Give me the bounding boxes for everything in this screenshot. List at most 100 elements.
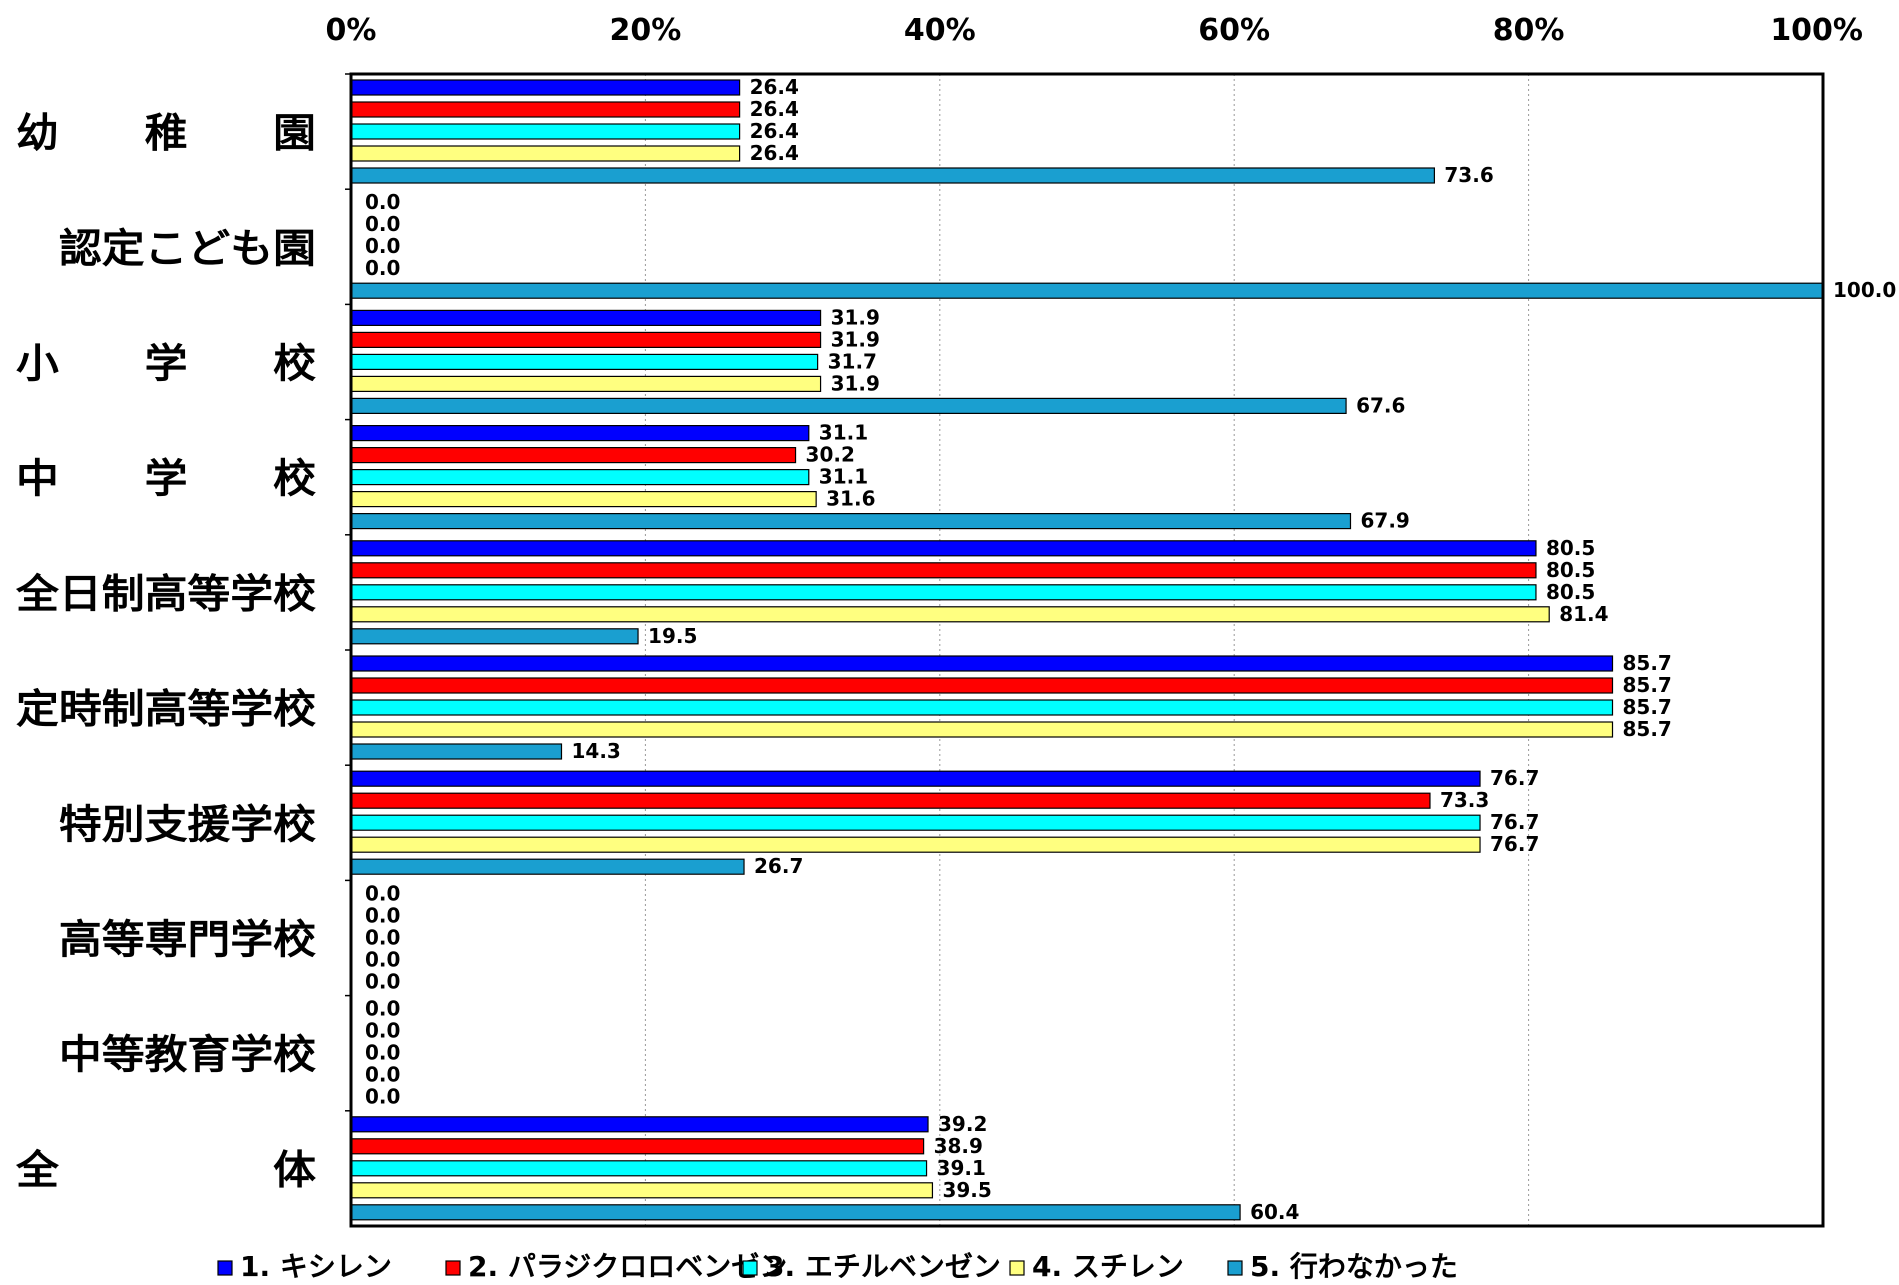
data-label: 85.7 [1623,717,1672,741]
data-label: 31.1 [819,465,868,489]
data-label: 80.5 [1546,558,1595,582]
data-label: 38.9 [934,1134,983,1158]
bar [350,309,822,326]
data-label: 80.5 [1546,536,1595,560]
bar [350,743,563,760]
data-label: 0.0 [365,969,400,993]
bars [350,79,1824,1221]
gridlines [644,74,1530,1226]
bar [350,721,1614,738]
data-label: 19.5 [648,624,697,648]
bar [350,562,1537,579]
category-label: 中等教育学校 [16,1032,316,1078]
category-label: 小 学 校 [16,341,316,387]
bar [350,1138,925,1155]
data-label: 26.4 [750,75,799,99]
bar [350,606,1550,623]
category-label: 高等専門学校 [16,917,316,963]
bar [350,628,639,645]
legend-entry: 3. エチルベンゼン [765,1250,1001,1281]
x-tick-label: 40% [904,13,976,48]
data-label: 100.0 [1833,278,1896,302]
data-label: 0.0 [365,256,400,280]
legend-entry: 5. 行わなかった [1250,1250,1458,1281]
data-label: 0.0 [365,881,400,905]
data-label: 26.7 [754,854,803,878]
data-label: 39.1 [937,1156,986,1180]
data-label: 73.3 [1440,788,1489,812]
bar [350,584,1537,601]
data-label: 39.5 [942,1178,991,1202]
bar [350,814,1481,831]
data-label: 0.0 [365,947,400,971]
data-label: 0.0 [365,903,400,927]
legend-entry: 4. スチレン [1032,1250,1184,1281]
bar [350,1160,928,1177]
bar [350,1204,1241,1221]
bar [350,512,1352,530]
data-label: 31.7 [828,349,877,373]
bar [350,858,745,875]
data-label: 85.7 [1623,651,1672,675]
data-label: 31.9 [831,327,880,351]
data-label: 31.6 [826,487,875,511]
data-label: 67.9 [1360,509,1409,533]
data-label: 81.4 [1559,602,1608,626]
bar [350,491,817,508]
data-label: 0.0 [365,997,400,1021]
data-label: 31.9 [831,371,880,395]
category-label: 全 体 [15,1147,316,1193]
data-label: 76.7 [1490,766,1539,790]
data-label: 26.4 [750,119,799,143]
bar [350,447,797,464]
data-label: 0.0 [365,1085,400,1109]
plot-frame [349,72,1825,1228]
bar [350,425,810,442]
data-label: 39.2 [938,1112,987,1136]
bar [350,331,822,348]
x-tick-label: 0% [326,13,377,48]
data-label: 31.9 [831,305,880,329]
category-label: 認定こども園 [16,226,316,272]
data-label: 73.6 [1444,163,1493,187]
data-label: 0.0 [365,212,400,236]
data-label: 0.0 [365,190,400,214]
x-tick-label: 20% [609,13,681,48]
bar [350,282,1824,299]
x-tick-label: 60% [1198,13,1270,48]
bar [350,540,1537,557]
category-label: 幼 稚 園 [16,111,316,157]
legend-entry: 1. キシレン [240,1250,392,1281]
value-labels: 26.426.426.426.473.60.00.00.00.0100.031.… [365,75,1896,1224]
category-label: 特別支援学校 [16,802,316,848]
bar [350,836,1481,853]
bar [350,770,1481,787]
bar [350,469,810,486]
bar [350,353,819,370]
bar [350,699,1614,716]
data-label: 60.4 [1250,1200,1299,1224]
bar [350,1116,929,1133]
x-tick-label: 100% [1770,13,1863,48]
bar [350,123,741,140]
x-tick-label: 80% [1493,13,1565,48]
bar [350,101,741,118]
legend-swatch [742,1260,758,1276]
data-label: 30.2 [806,443,855,467]
data-label: 0.0 [365,925,400,949]
bar [350,79,741,96]
data-label: 76.7 [1490,832,1539,856]
category-label: 全日制高等学校 [15,571,316,617]
bar [350,655,1614,672]
data-label: 80.5 [1546,580,1595,604]
bar [350,677,1614,694]
data-label: 14.3 [571,739,620,763]
bar [350,792,1431,809]
data-label: 26.4 [750,141,799,165]
legend-swatch [445,1260,461,1276]
legend-swatch [1009,1260,1025,1276]
data-label: 0.0 [365,1041,400,1065]
legend-entry: 2. パラジクロロベンゼン [468,1250,787,1281]
